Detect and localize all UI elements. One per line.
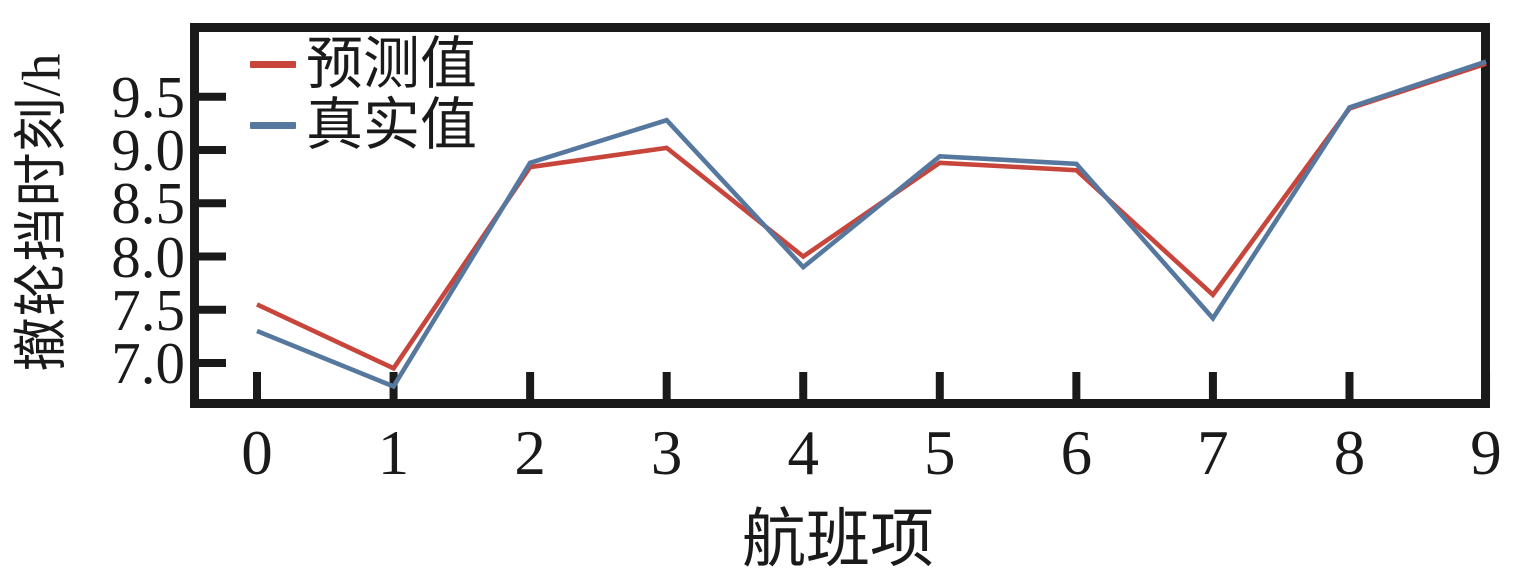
legend-label-actual: 真实值 <box>306 94 477 157</box>
y-tick-label: 8.5 <box>111 170 185 237</box>
y-tick-label: 7.0 <box>111 330 185 396</box>
x-axis-title: 航班项 <box>742 504 934 575</box>
x-tick-label: 7 <box>1197 418 1229 488</box>
y-tick-label: 8.0 <box>111 223 185 290</box>
x-tick-label: 3 <box>650 418 683 488</box>
x-tick-label: 4 <box>787 418 819 488</box>
legend: 预测值 真实值 <box>250 34 477 156</box>
x-tick-label: 9 <box>1470 418 1502 488</box>
y-tick-label: 7.5 <box>111 276 185 343</box>
actual-line <box>256 59 1487 390</box>
x-tick-label: 8 <box>1333 418 1366 488</box>
predicted-line-swatch <box>250 61 296 68</box>
x-tick-label: 6 <box>1060 418 1093 488</box>
x-tick-label: 5 <box>924 418 956 488</box>
x-tick-label: 2 <box>514 418 546 488</box>
x-tick-label: 0 <box>241 418 273 488</box>
actual-line-swatch <box>250 122 296 129</box>
legend-item-predicted: 预测值 <box>250 34 477 95</box>
axes-frame <box>190 23 1490 408</box>
y-tick-label: 9.5 <box>111 63 185 130</box>
legend-label-predicted: 预测值 <box>306 33 477 96</box>
y-tick-label: 9.0 <box>111 117 185 183</box>
x-tick-label: 1 <box>377 418 410 488</box>
legend-item-actual: 真实值 <box>250 95 477 156</box>
